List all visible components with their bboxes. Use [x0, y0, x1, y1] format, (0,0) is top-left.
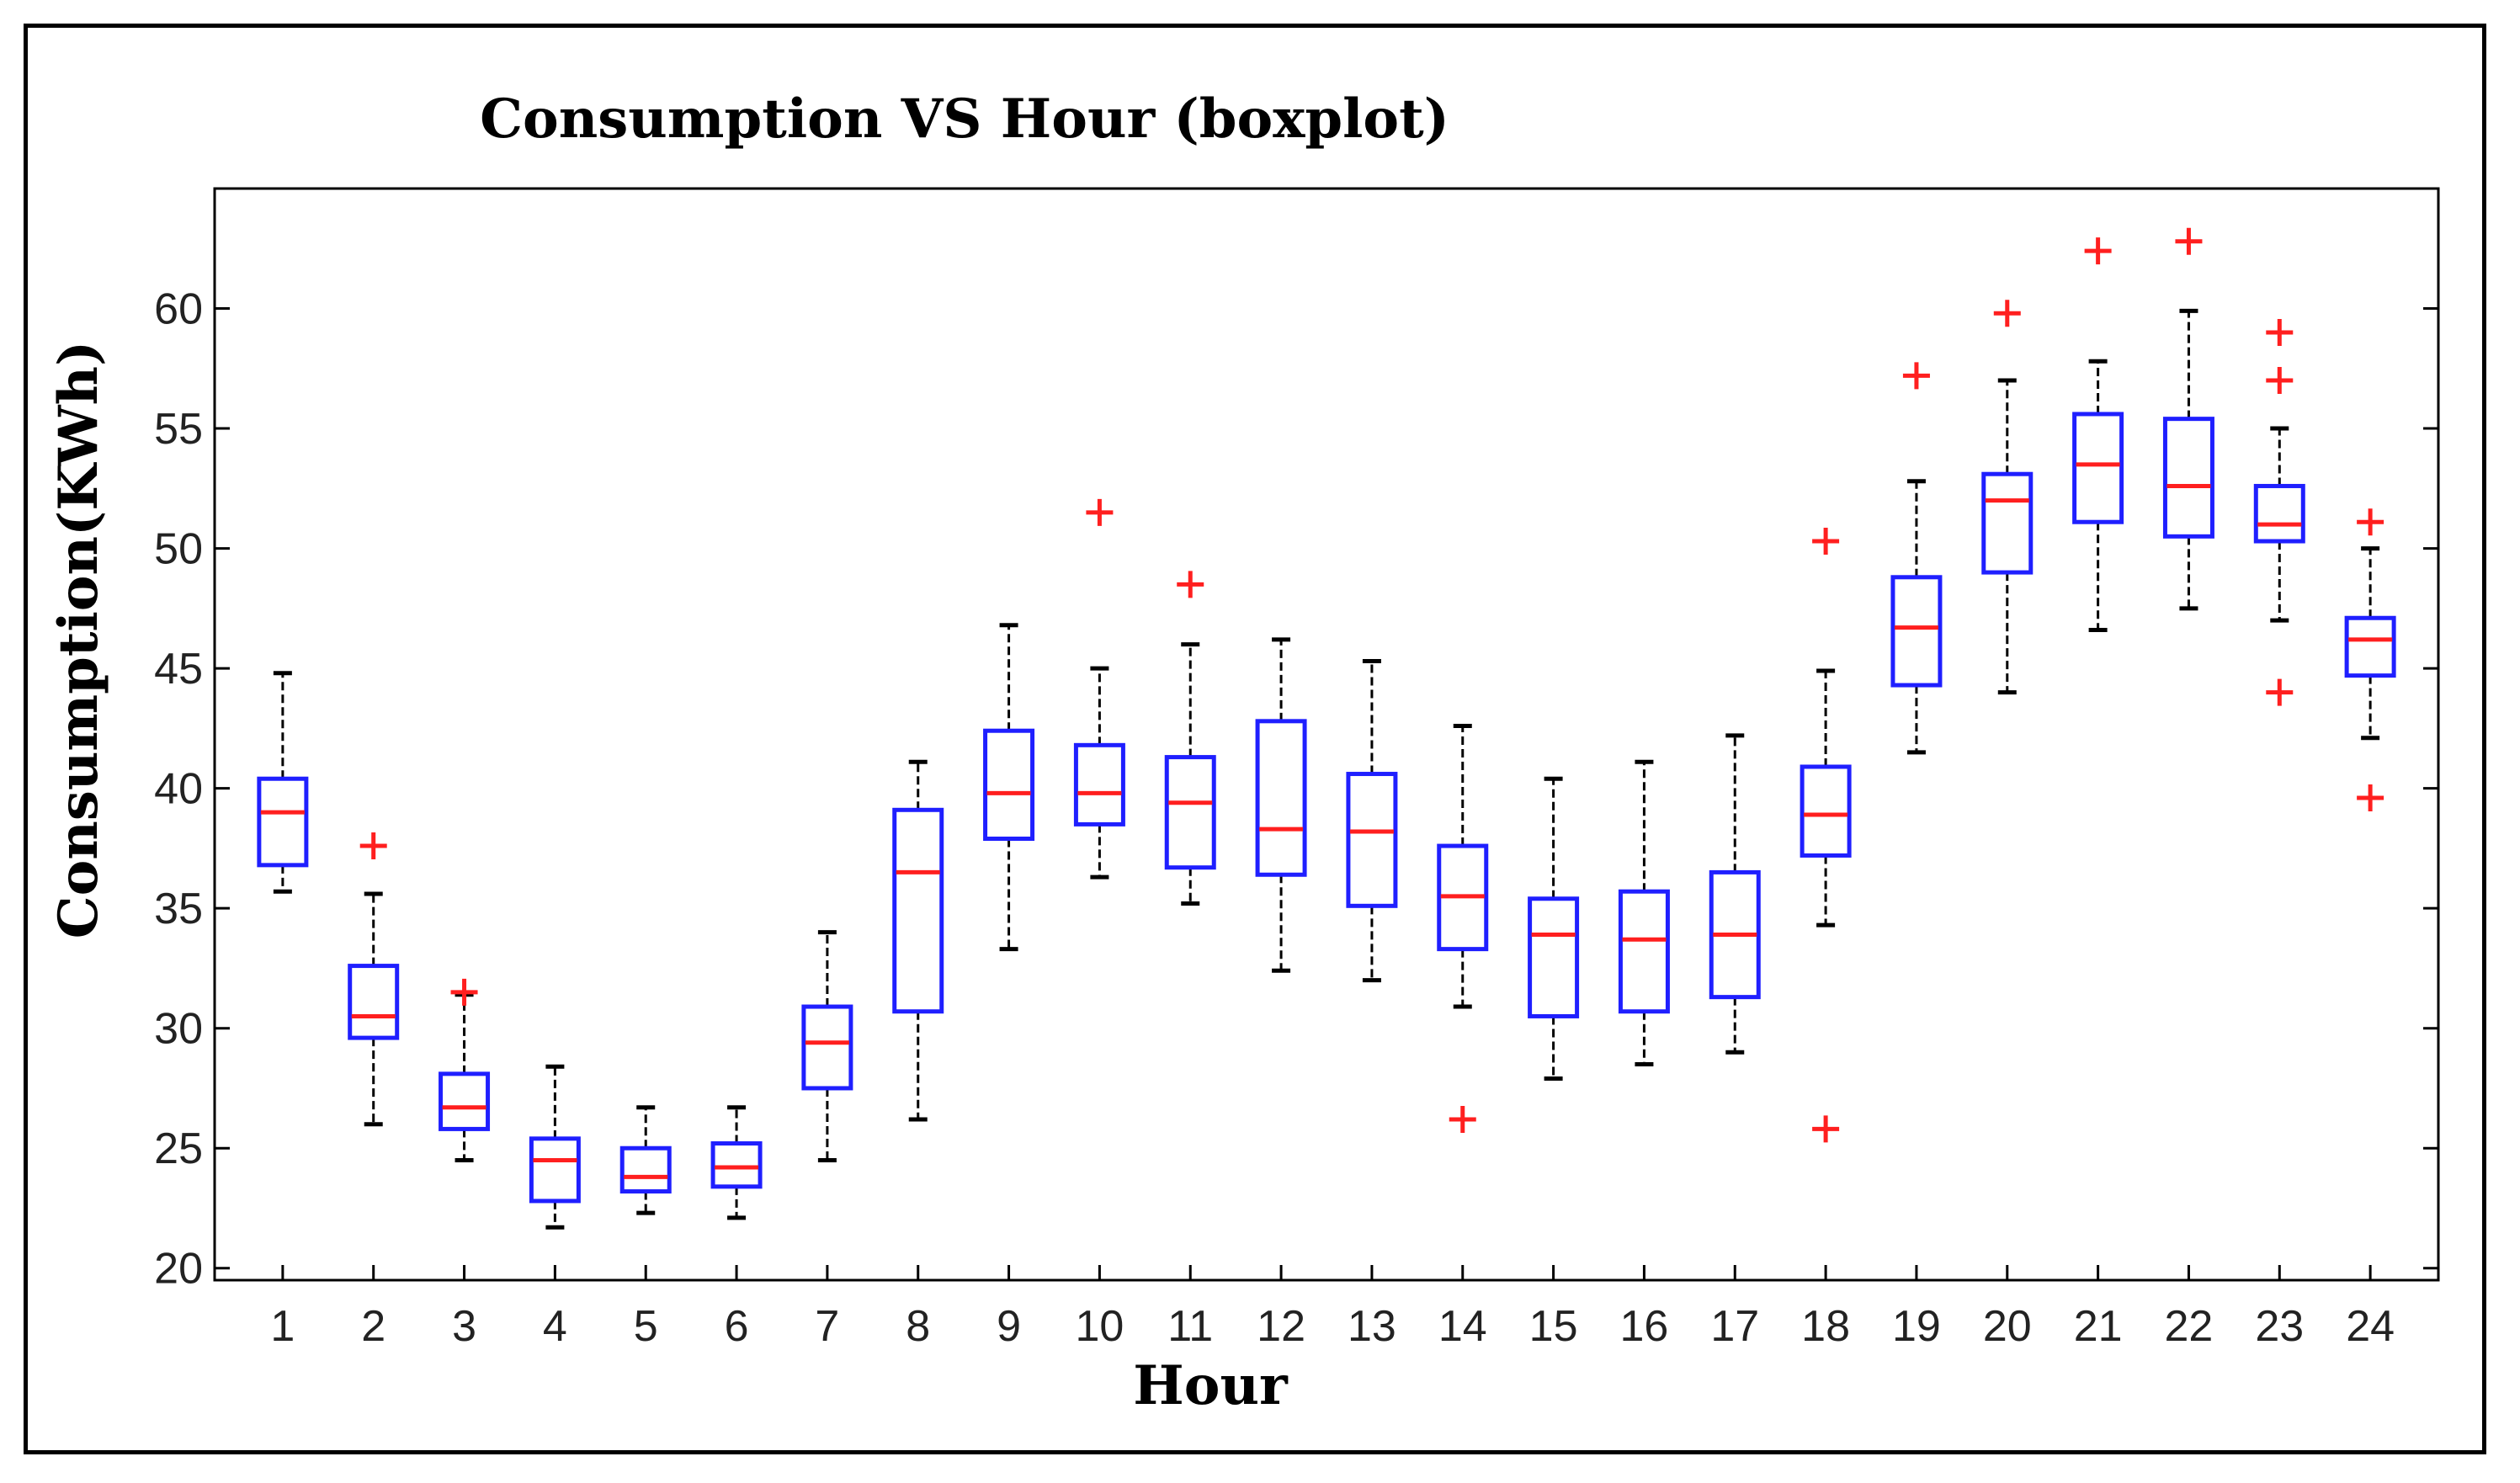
box-iqr — [2253, 483, 2305, 544]
y-tick-label: 30 — [154, 1005, 203, 1054]
box-iqr — [1618, 889, 1670, 1014]
y-tick-label: 60 — [154, 285, 203, 334]
x-tick-label: 18 — [1801, 1302, 1850, 1351]
outlier-marker — [1086, 498, 1114, 526]
y-tick-label: 50 — [154, 525, 203, 574]
box-iqr — [983, 728, 1035, 841]
x-tick-label: 14 — [1438, 1302, 1487, 1351]
x-tick-label: 7 — [815, 1302, 839, 1351]
box-iqr — [1981, 471, 2034, 575]
x-tick-label: 6 — [725, 1302, 749, 1351]
x-axis-label: Hour — [1133, 1354, 1289, 1417]
y-tick-label: 25 — [154, 1124, 203, 1173]
x-tick-label: 3 — [452, 1302, 476, 1351]
box-iqr — [710, 1141, 763, 1189]
x-tick-label: 10 — [1075, 1302, 1124, 1351]
box-iqr — [1346, 772, 1398, 908]
box-iqr — [2162, 417, 2214, 539]
box-iqr — [1528, 896, 1580, 1018]
outlier-marker — [1902, 362, 1930, 390]
outlier-marker — [359, 832, 387, 860]
x-tick-label: 17 — [1710, 1302, 1759, 1351]
x-tick-label: 2 — [361, 1302, 385, 1351]
x-tick-label: 24 — [2346, 1302, 2395, 1351]
outlier-marker — [2266, 367, 2294, 395]
outlier-marker — [1812, 1115, 1840, 1143]
box-iqr — [1073, 742, 1125, 827]
x-tick-label: 19 — [1892, 1302, 1941, 1351]
box-iqr — [619, 1145, 672, 1194]
x-tick-label: 9 — [997, 1302, 1021, 1351]
x-tick-label: 15 — [1529, 1302, 1578, 1351]
y-axis-label: Consumption(KWh) — [47, 341, 110, 939]
y-tick-label: 45 — [154, 645, 203, 694]
outlier-marker — [2357, 508, 2384, 536]
box-iqr — [439, 1071, 491, 1131]
box-iqr — [892, 807, 944, 1014]
x-tick-label: 20 — [1983, 1302, 2032, 1351]
box-iqr — [257, 776, 309, 868]
outlier-marker — [2084, 237, 2112, 265]
outlier-marker — [1812, 528, 1840, 555]
box-iqr — [2344, 615, 2396, 678]
axes-box — [213, 187, 2440, 1282]
outlier-marker — [1993, 300, 2021, 327]
x-tick-label: 16 — [1620, 1302, 1669, 1351]
outlier-marker — [2357, 784, 2384, 812]
box-iqr — [529, 1136, 581, 1204]
box-iqr — [1800, 764, 1852, 858]
x-tick-label: 8 — [906, 1302, 930, 1351]
box-iqr — [348, 964, 400, 1040]
x-tick-label: 21 — [2074, 1302, 2123, 1351]
chart-title: Consumption VS Hour (boxplot) — [480, 88, 1449, 151]
x-tick-label: 4 — [543, 1302, 567, 1351]
outlier-marker — [1449, 1106, 1476, 1134]
box-iqr — [1164, 755, 1216, 870]
x-tick-label: 23 — [2255, 1302, 2304, 1351]
y-tick-label: 40 — [154, 765, 203, 814]
box-iqr — [1437, 843, 1489, 952]
outlier-marker — [1177, 571, 1204, 598]
box-iqr — [801, 1004, 853, 1091]
y-tick-label: 55 — [154, 405, 203, 454]
y-tick-label: 35 — [154, 885, 203, 933]
outlier-marker — [2266, 678, 2294, 706]
x-tick-label: 5 — [634, 1302, 658, 1351]
outlier-marker — [2266, 319, 2294, 347]
box-iqr — [1709, 869, 1761, 1000]
x-tick-label: 12 — [1257, 1302, 1305, 1351]
outlier-marker — [2175, 227, 2203, 255]
box-iqr — [2072, 412, 2124, 524]
x-tick-label: 1 — [270, 1302, 295, 1351]
y-tick-label: 20 — [154, 1245, 203, 1294]
x-tick-label: 11 — [1167, 1302, 1213, 1351]
x-tick-label: 22 — [2165, 1302, 2214, 1351]
box-iqr — [1255, 719, 1307, 877]
box-iqr — [1890, 575, 1943, 688]
outlier-marker — [450, 978, 478, 1006]
x-tick-label: 13 — [1348, 1302, 1396, 1351]
boxplot-chart: Consumption VS Hour (boxplot) Hour Consu… — [47, 88, 2440, 1417]
figure-frame: Consumption VS Hour (boxplot) Hour Consu… — [24, 24, 2486, 1454]
